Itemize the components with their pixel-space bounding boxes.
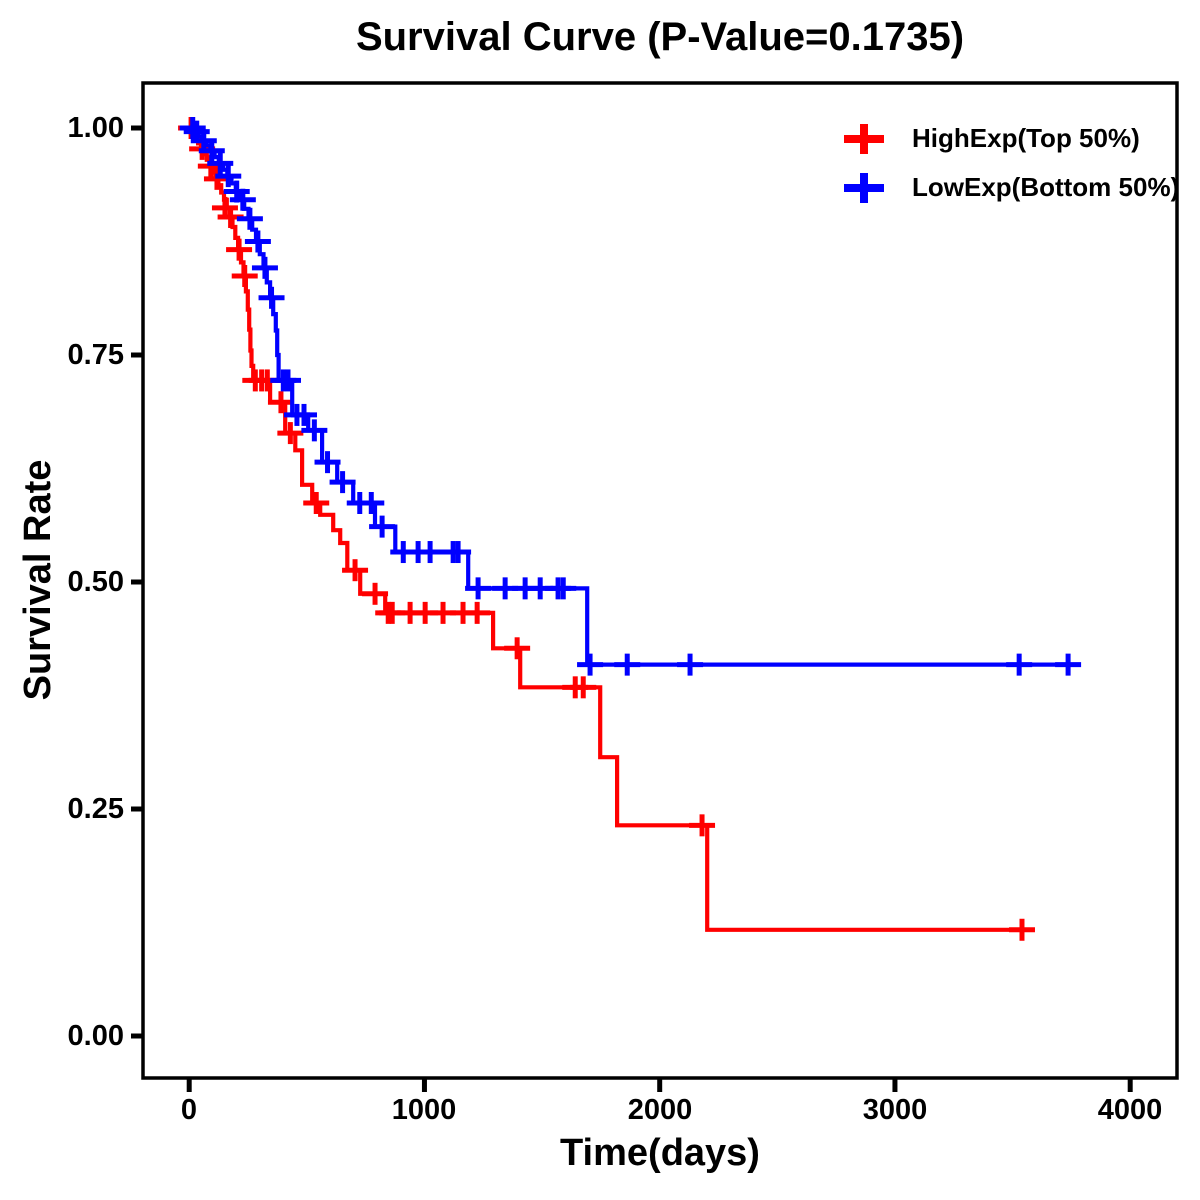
x-tick-label-4000: 4000 <box>1097 1094 1163 1126</box>
x-tick-label-1000: 1000 <box>391 1094 457 1126</box>
x-tick-label-0: 0 <box>180 1094 198 1126</box>
x-tick-label-2000: 2000 <box>627 1094 693 1126</box>
chart-title: Survival Curve (P-Value=0.1735) <box>355 15 965 59</box>
highexp-plus-marker-icon <box>844 123 884 154</box>
lowexp-plus-marker-icon <box>844 172 884 203</box>
y-tick-label-0.00: 0.00 <box>67 1020 124 1052</box>
x-tick-label-3000: 3000 <box>862 1094 928 1126</box>
x-axis-label: Time(days) <box>560 1132 760 1174</box>
legend-label-lowexp: LowExp(Bottom 50%) <box>912 172 1180 202</box>
legend-label-highexp: HighExp(Top 50%) <box>912 123 1140 153</box>
y-tick-label-0.25: 0.25 <box>67 793 124 825</box>
y-tick-label-1.00: 1.00 <box>67 112 124 144</box>
y-tick-label-0.75: 0.75 <box>67 339 124 371</box>
legend-item-lowexp: LowExp(Bottom 50%) <box>840 163 1179 212</box>
legend-item-highexp: HighExp(Top 50%) <box>840 114 1179 163</box>
y-tick-label-0.50: 0.50 <box>67 566 124 598</box>
legend: HighExp(Top 50%) LowExp(Bottom 50%) <box>840 114 1179 212</box>
